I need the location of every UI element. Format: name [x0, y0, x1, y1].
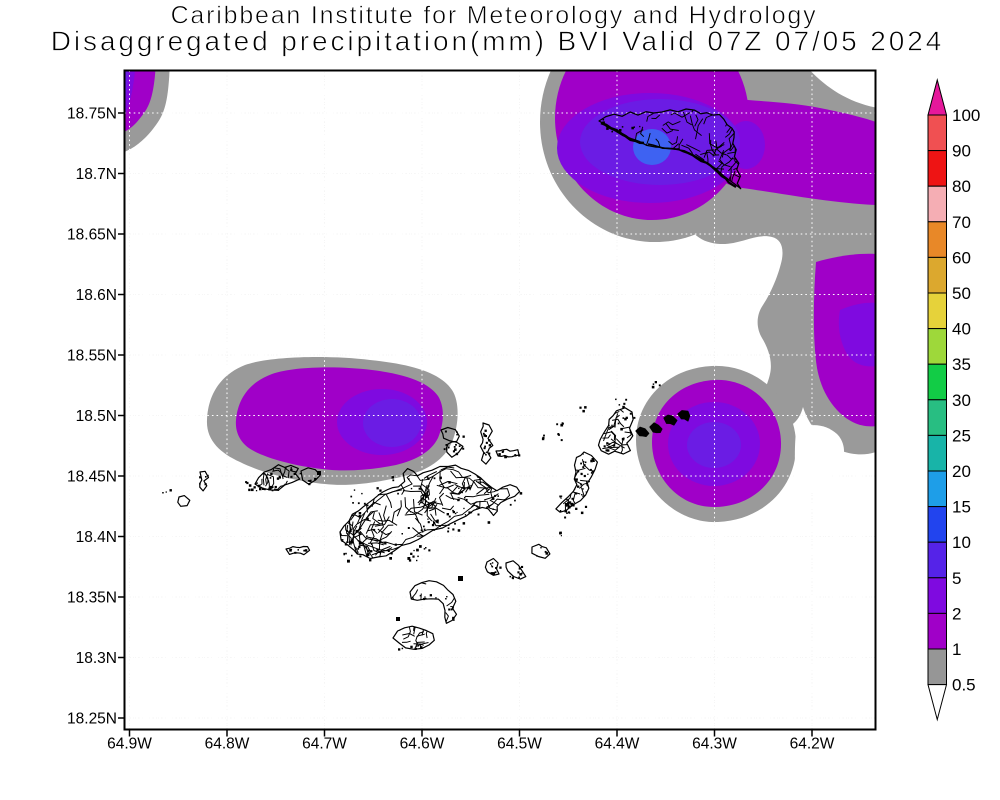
svg-text:1: 1	[952, 640, 961, 659]
svg-text:100: 100	[952, 106, 980, 125]
svg-text:64.8W: 64.8W	[205, 736, 250, 753]
svg-text:80: 80	[952, 177, 971, 196]
svg-text:2: 2	[952, 604, 961, 623]
svg-text:18.4N: 18.4N	[76, 529, 117, 546]
svg-text:30: 30	[952, 391, 971, 410]
svg-text:0.5: 0.5	[952, 676, 976, 695]
svg-text:18.7N: 18.7N	[76, 166, 117, 183]
svg-text:64.9W: 64.9W	[107, 736, 152, 753]
svg-text:35: 35	[952, 355, 971, 374]
svg-text:18.75N: 18.75N	[67, 105, 117, 122]
svg-text:70: 70	[952, 213, 971, 232]
svg-text:Disaggregated precipitation(mm: Disaggregated precipitation(mm) BVI Vali…	[51, 26, 944, 57]
svg-text:10: 10	[952, 533, 971, 552]
svg-text:18.45N: 18.45N	[67, 468, 117, 485]
svg-text:20: 20	[952, 462, 971, 481]
svg-text:64.6W: 64.6W	[400, 736, 445, 753]
svg-text:15: 15	[952, 498, 971, 517]
svg-text:60: 60	[952, 248, 971, 267]
svg-text:90: 90	[952, 142, 971, 161]
svg-text:18.55N: 18.55N	[67, 347, 117, 364]
svg-text:50: 50	[952, 284, 971, 303]
svg-text:64.5W: 64.5W	[497, 736, 542, 753]
svg-text:18.3N: 18.3N	[76, 650, 117, 667]
svg-text:5: 5	[952, 569, 961, 588]
svg-text:64.4W: 64.4W	[595, 736, 640, 753]
svg-text:64.7W: 64.7W	[302, 736, 347, 753]
svg-text:40: 40	[952, 320, 971, 339]
svg-text:18.25N: 18.25N	[67, 710, 117, 727]
svg-text:18.35N: 18.35N	[67, 589, 117, 606]
svg-text:18.65N: 18.65N	[67, 226, 117, 243]
svg-text:18.6N: 18.6N	[76, 287, 117, 304]
svg-text:Caribbean Institute for Meteor: Caribbean Institute for Meteorology and …	[171, 2, 818, 30]
svg-text:18.5N: 18.5N	[76, 408, 117, 425]
svg-text:64.2W: 64.2W	[790, 736, 835, 753]
svg-text:64.3W: 64.3W	[692, 736, 737, 753]
svg-text:25: 25	[952, 426, 971, 445]
